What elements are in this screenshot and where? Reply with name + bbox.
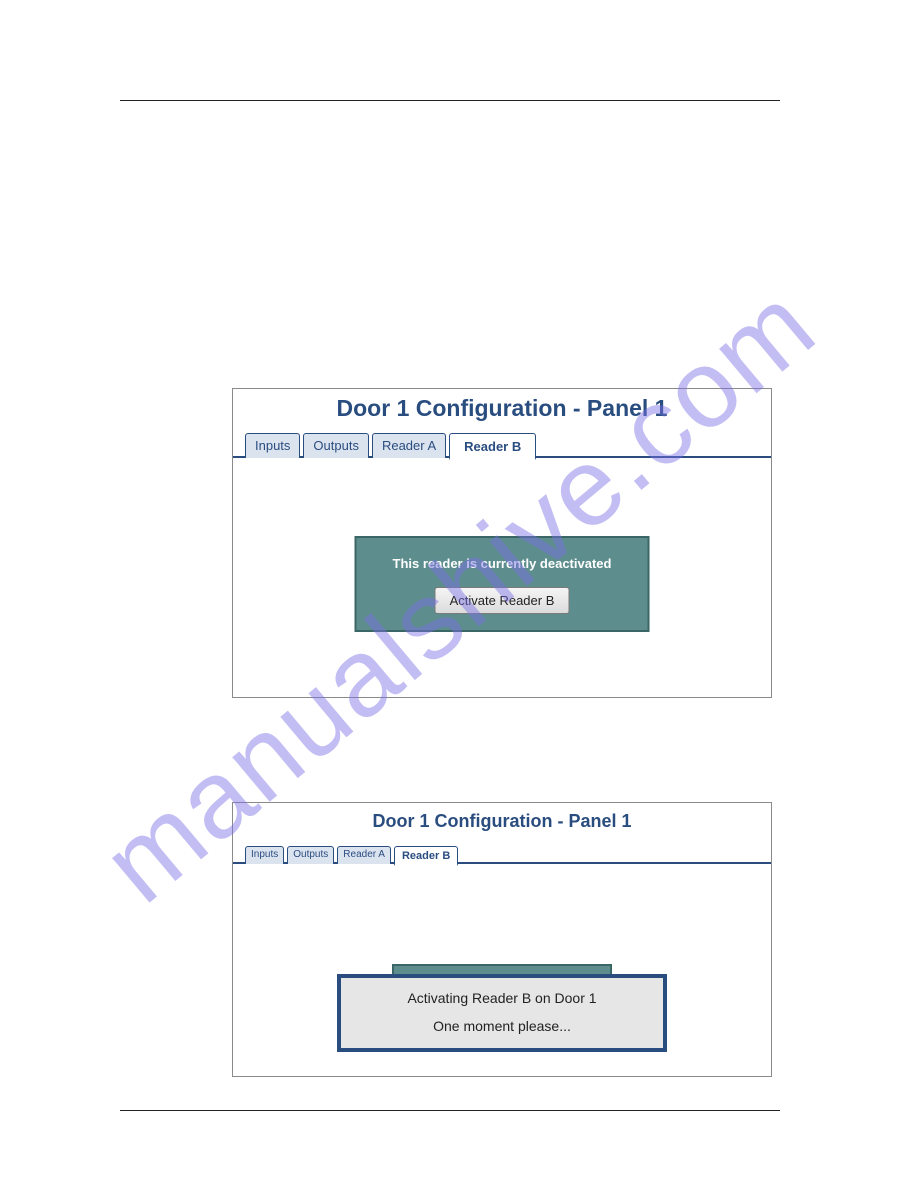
reader-status-text: This reader is currently deactivated: [377, 556, 628, 571]
horizontal-rule-top: [120, 100, 780, 101]
tab-content: This reader is currently deactivated Act…: [233, 458, 771, 698]
tab-container: Inputs Outputs Reader A Reader B: [233, 846, 458, 864]
panel-title: Door 1 Configuration - Panel 1: [233, 803, 771, 836]
tab-row: Inputs Outputs Reader A Reader B: [233, 840, 771, 864]
tab-content: This reader is currently deactivated Act…: [233, 864, 771, 1074]
panel-title: Door 1 Configuration - Panel 1: [233, 389, 771, 426]
screenshot-2: Door 1 Configuration - Panel 1 Inputs Ou…: [232, 802, 772, 1077]
activate-reader-button[interactable]: Activate Reader B: [435, 587, 570, 614]
tab-outputs[interactable]: Outputs: [287, 846, 334, 864]
activating-modal: Activating Reader B on Door 1 One moment…: [337, 974, 667, 1052]
reader-status-box: This reader is currently deactivated Act…: [355, 536, 650, 632]
tab-reader-a[interactable]: Reader A: [372, 433, 446, 458]
tab-container: Inputs Outputs Reader A Reader B: [233, 433, 536, 458]
tab-reader-a[interactable]: Reader A: [337, 846, 391, 864]
modal-message-line2: One moment please...: [351, 1018, 653, 1034]
tab-inputs[interactable]: Inputs: [245, 846, 284, 864]
tab-reader-b[interactable]: Reader B: [394, 846, 458, 866]
horizontal-rule-bottom: [120, 1110, 780, 1111]
tab-row: Inputs Outputs Reader A Reader B: [233, 428, 771, 458]
screenshot-1: Door 1 Configuration - Panel 1 Inputs Ou…: [232, 388, 772, 698]
tab-outputs[interactable]: Outputs: [303, 433, 369, 458]
tab-reader-b[interactable]: Reader B: [449, 433, 536, 460]
tab-inputs[interactable]: Inputs: [245, 433, 300, 458]
modal-message-line1: Activating Reader B on Door 1: [351, 990, 653, 1006]
